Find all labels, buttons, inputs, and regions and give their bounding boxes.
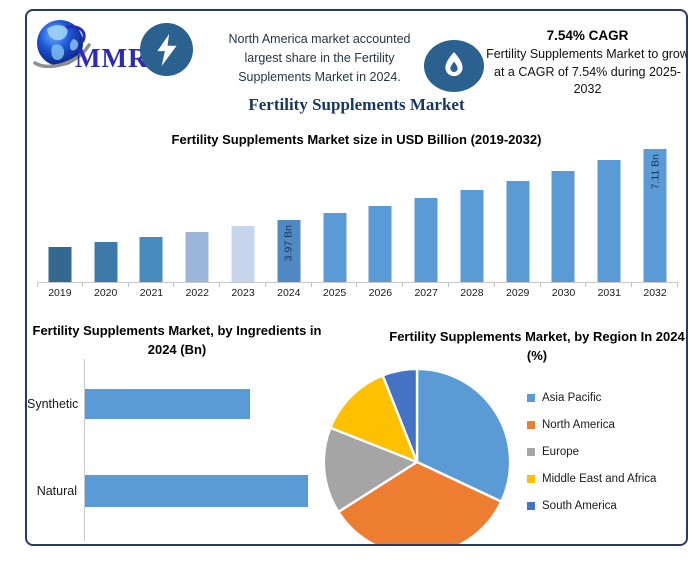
year-label: 2024 <box>277 287 301 299</box>
bar-column: 3.97 Bn 2024 <box>266 149 312 299</box>
legend-swatch-icon <box>527 421 535 429</box>
hbar-synthetic <box>85 389 250 419</box>
bar-2031 <box>597 160 621 282</box>
year-label: 2028 <box>460 287 484 299</box>
year-label: 2030 <box>551 287 576 299</box>
legend-item: South America <box>527 499 656 513</box>
pie-slice-asia-pacific <box>415 367 512 503</box>
bar-2029 <box>506 181 530 282</box>
bar-column: 2026 <box>357 149 404 299</box>
legend-swatch-icon <box>527 394 535 402</box>
lightning-icon <box>156 33 177 66</box>
headline-text: North America market accounted largest s… <box>228 32 411 84</box>
bar-column: 2030 <box>541 149 587 299</box>
globe-icon <box>33 20 91 69</box>
bar-2026 <box>368 206 392 282</box>
bar-2027 <box>414 198 438 282</box>
pie-slice-europe <box>322 426 419 514</box>
ingredients-chart-plot: Synthetic Natural <box>27 359 347 541</box>
cagr-title: 7.54% CAGR <box>546 28 629 43</box>
ingredients-chart-title: Fertility Supplements Market, by Ingredi… <box>32 323 322 357</box>
hbar-natural <box>85 475 308 507</box>
mmr-logo: MMR <box>33 17 163 81</box>
legend-label: North America <box>542 419 615 431</box>
legend-label: South America <box>542 500 617 512</box>
year-label: 2023 <box>231 287 255 299</box>
legend-swatch-icon <box>527 502 535 510</box>
year-label: 2032 <box>643 287 667 299</box>
region-chart-title: Fertility Supplements Market, by Region … <box>389 329 685 363</box>
bar-column: 7.11 Bn 2032 <box>632 149 678 299</box>
bar-column: 2019 <box>37 149 83 299</box>
legend-item: Asia Pacific <box>527 391 656 405</box>
bar-column: 2028 <box>449 149 495 299</box>
bar-2019 <box>48 247 72 282</box>
flame-badge <box>424 40 484 92</box>
bar-2021 <box>139 237 163 282</box>
legend-swatch-icon <box>527 448 535 456</box>
legend-item: Europe <box>527 445 656 459</box>
legend-label: Middle East and Africa <box>542 473 657 485</box>
bar-2032: 7.11 Bn <box>643 149 667 282</box>
bar-column: 2023 <box>220 149 266 299</box>
legend-item: North America <box>527 418 656 432</box>
lightning-badge <box>140 23 193 76</box>
page-title: Fertility Supplements Market <box>248 95 465 114</box>
category-label: Natural <box>36 484 77 498</box>
bar-column: 2027 <box>403 149 449 299</box>
bar-data-label: 3.97 Bn <box>282 225 295 262</box>
bar-column: 2025 <box>312 149 358 299</box>
bar-column: 2022 <box>174 149 220 299</box>
bar-2025 <box>323 213 347 282</box>
pie-slice-south-america <box>381 367 419 464</box>
region-pie <box>322 367 512 544</box>
bar-column: 2031 <box>586 149 632 299</box>
year-label: 2020 <box>93 287 118 299</box>
bar-2028 <box>460 190 484 282</box>
category-label: Synthetic <box>27 397 79 411</box>
infographic-frame: MMR North America market accounted large… <box>25 9 688 546</box>
bar-chart-plot: 2019 2020 2021 2022 2023 3.97 Bn 2024 2025 2026 2… <box>37 149 678 299</box>
year-label: 2025 <box>322 287 347 299</box>
cagr-callout: 7.54% CAGR Fertility Supplements Market … <box>485 28 688 99</box>
flame-icon <box>445 52 463 77</box>
legend-label: Europe <box>542 446 580 458</box>
cagr-text: Fertility Supplements Market to grow at … <box>486 47 688 96</box>
year-label: 2022 <box>185 287 209 299</box>
bar-2023 <box>231 226 255 282</box>
bar-2024: 3.97 Bn <box>277 220 301 282</box>
bar-column: 2020 <box>83 149 129 299</box>
year-label: 2027 <box>414 287 438 299</box>
legend-label: Asia Pacific <box>542 392 602 404</box>
bar-column: 2029 <box>495 149 541 299</box>
year-label: 2021 <box>139 287 164 299</box>
logo-text: MMR <box>75 43 149 73</box>
bar-chart-title: Fertility Supplements Market size in USD… <box>171 132 542 147</box>
bar-2022 <box>185 232 209 282</box>
year-label: 2019 <box>48 287 72 299</box>
bar-column: 2021 <box>129 149 175 299</box>
legend-swatch-icon <box>527 475 535 483</box>
year-label: 2026 <box>368 287 393 299</box>
pie-slice-middle-east-and-africa <box>329 374 419 464</box>
legend-item: Middle East and Africa <box>527 472 656 486</box>
year-label: 2031 <box>597 287 621 299</box>
year-label: 2029 <box>506 287 530 299</box>
bar-2020 <box>94 242 118 282</box>
ingredients-axis-line <box>84 359 85 541</box>
bar-2030 <box>551 171 575 282</box>
pie-slice-north-america <box>337 460 503 544</box>
region-legend: Asia Pacific North America Europe Middle Ea… <box>527 391 656 526</box>
bar-data-label: 7.11 Bn <box>649 154 662 190</box>
